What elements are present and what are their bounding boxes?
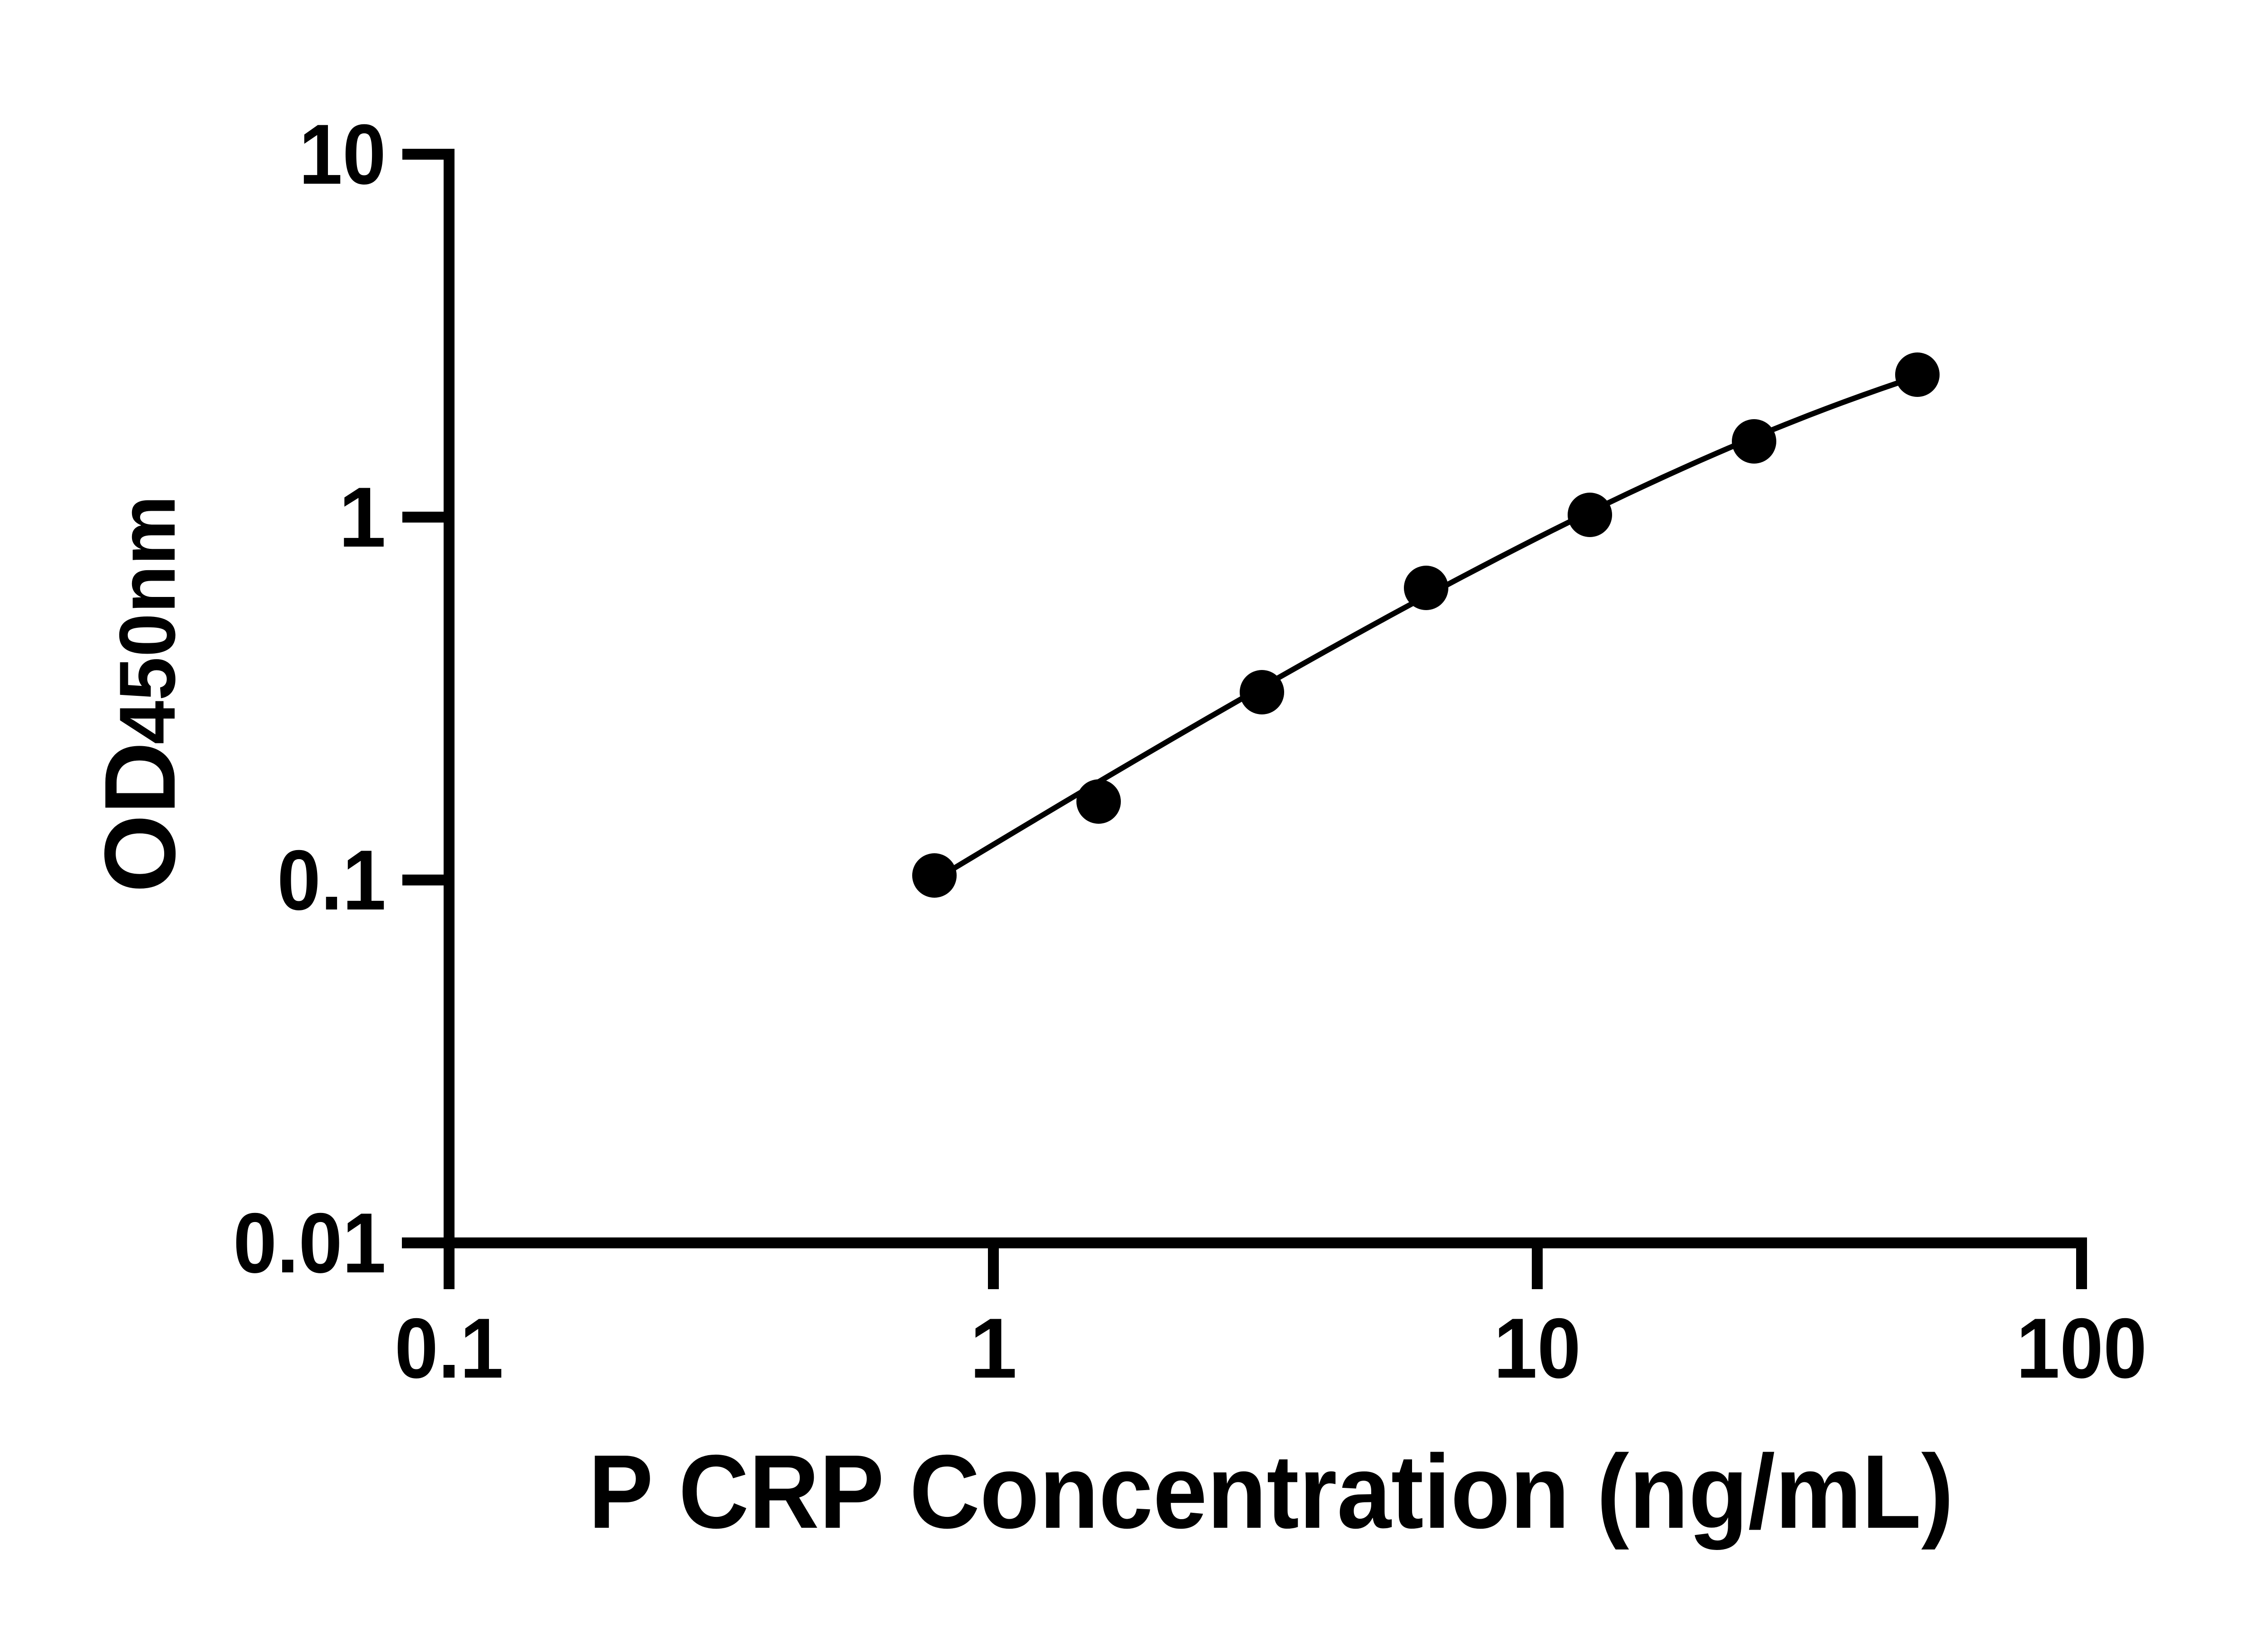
svg-text:450nm: 450nm xyxy=(103,495,192,744)
svg-text:P CRP Concentration (ng/mL): P CRP Concentration (ng/mL) xyxy=(588,1433,1954,1550)
svg-text:1: 1 xyxy=(970,1301,1017,1396)
svg-text:0.1: 0.1 xyxy=(277,832,386,928)
svg-text:0.01: 0.01 xyxy=(233,1195,386,1291)
svg-text:OD: OD xyxy=(84,742,196,893)
svg-text:100: 100 xyxy=(2016,1301,2147,1396)
svg-text:1: 1 xyxy=(338,469,386,565)
svg-text:0.1: 0.1 xyxy=(395,1301,503,1396)
svg-text:10: 10 xyxy=(299,107,386,202)
svg-text:10: 10 xyxy=(1494,1301,1581,1396)
